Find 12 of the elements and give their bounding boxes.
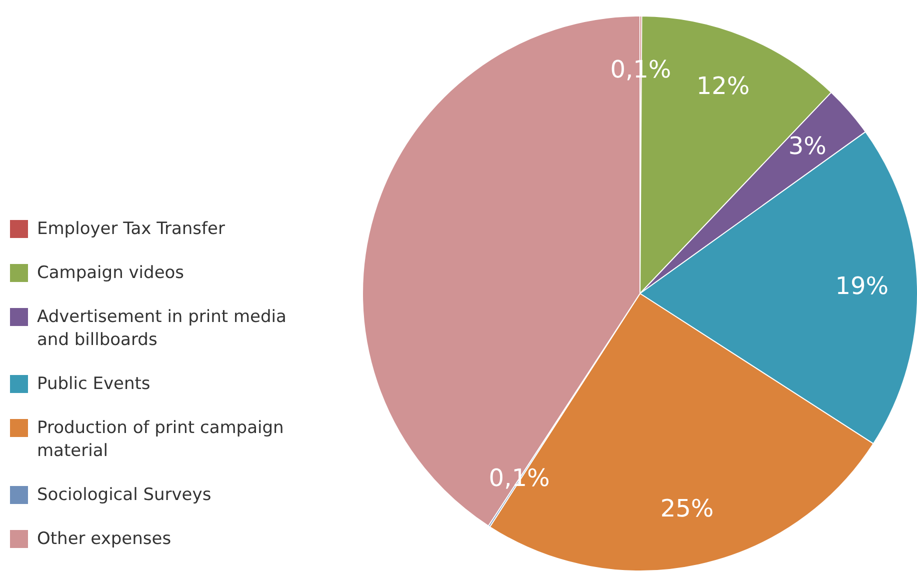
legend-label: Advertisement in print media and billboards bbox=[37, 306, 288, 352]
legend-label: Other expenses bbox=[37, 528, 172, 551]
legend-label: Production of print campaign material bbox=[37, 417, 285, 463]
legend-label: Campaign videos bbox=[37, 262, 184, 285]
data-label: 25% bbox=[660, 494, 714, 523]
legend-label: Public Events bbox=[37, 373, 150, 396]
data-label: 12% bbox=[696, 72, 750, 100]
data-label: 0,1% bbox=[488, 464, 550, 492]
legend-label: Sociological Surveys bbox=[37, 484, 212, 507]
legend-label: Employer Tax Transfer bbox=[37, 218, 225, 241]
data-label: 3% bbox=[788, 132, 826, 160]
data-label: 19% bbox=[835, 272, 889, 300]
